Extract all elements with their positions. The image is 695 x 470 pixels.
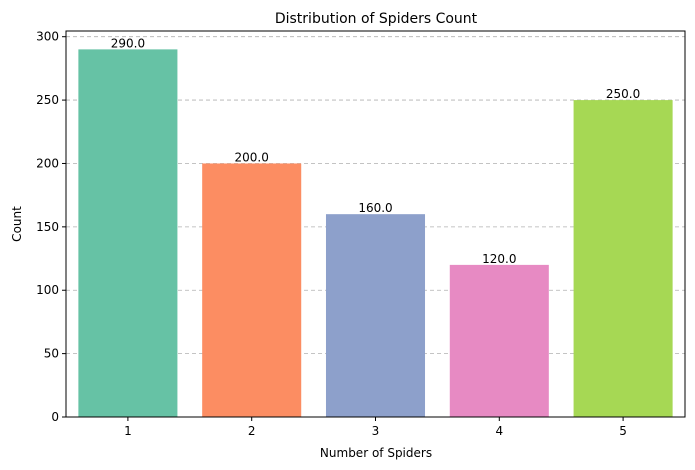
x-tick-label: 2 <box>248 424 256 438</box>
y-tick-label: 300 <box>36 30 59 44</box>
x-axis-label: Number of Spiders <box>320 446 432 460</box>
x-axis: 1 2 3 4 5 <box>124 417 627 438</box>
chart-title: Distribution of Spiders Count <box>275 11 478 27</box>
bars-layer <box>78 49 673 417</box>
plot-frame <box>65 30 686 418</box>
x-tick-label: 1 <box>124 424 132 438</box>
x-tick-label: 3 <box>372 424 380 438</box>
y-tick-label: 250 <box>36 93 59 107</box>
bar-1 <box>78 49 178 417</box>
y-tick-label: 100 <box>36 283 59 297</box>
data-label-5: 250.0 <box>606 87 640 101</box>
y-tick-label: 0 <box>51 410 59 424</box>
x-tick-label: 4 <box>495 424 503 438</box>
y-tick-label: 150 <box>36 220 59 234</box>
data-label-1: 290.0 <box>111 36 145 50</box>
bar-4 <box>449 264 549 417</box>
y-tick-label: 50 <box>44 347 59 361</box>
x-tick-label: 5 <box>619 424 627 438</box>
data-label-4: 120.0 <box>482 252 516 266</box>
y-axis-label: Count <box>10 206 24 242</box>
data-label-3: 160.0 <box>358 201 392 215</box>
data-labels-layer: 290.0 200.0 160.0 120.0 250.0 <box>111 36 641 266</box>
bar-5 <box>573 100 673 417</box>
data-label-2: 200.0 <box>235 150 269 164</box>
y-axis: 0 50 100 150 200 250 300 <box>36 30 66 424</box>
bar-2 <box>202 163 302 417</box>
y-tick-label: 200 <box>36 156 59 170</box>
bar-3 <box>325 214 426 417</box>
